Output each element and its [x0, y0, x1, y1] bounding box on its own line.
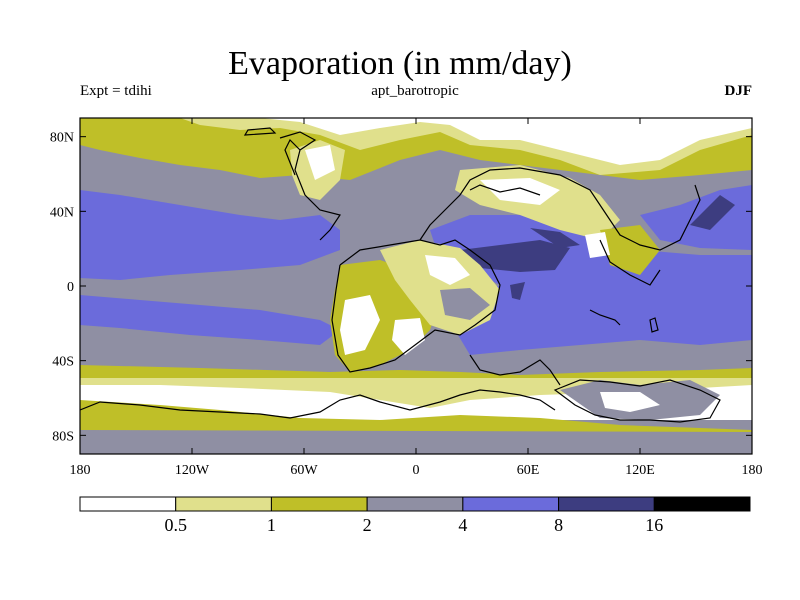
contour-band-0-0.5: [600, 392, 660, 412]
colorbar-label: 16: [645, 515, 663, 535]
contour-band-0-0.5: [585, 232, 610, 258]
contour-band-4-8: [80, 295, 340, 345]
contour-band-8-16: [690, 195, 735, 230]
colorbar: 0.5 1 2 4 8 16: [79, 496, 751, 535]
lon-tick-label: 180: [70, 463, 91, 478]
lat-tick-label: 0: [67, 280, 74, 295]
colorbar-label: 0.5: [164, 515, 187, 535]
contour-band-8-16: [460, 240, 570, 272]
colorbar-swatch: [79, 496, 177, 512]
latitude-axis: 80N 40N 0 40S 80S: [50, 131, 752, 444]
center-string: apt_barotropic: [371, 83, 459, 99]
colorbar-label: 8: [554, 515, 563, 535]
contour-band-8-16: [530, 228, 580, 248]
contour-fill: [80, 118, 752, 454]
lon-tick-label: 0: [413, 463, 420, 478]
colorbar-swatch: [366, 496, 464, 512]
lat-tick-label: 80N: [50, 131, 74, 146]
contour-band-0-0.5: [392, 318, 425, 355]
contour-band-0-0.5: [305, 145, 335, 180]
colorbar-label: 2: [363, 515, 372, 535]
colorbar-label: 1: [267, 515, 276, 535]
lon-tick-label: 60E: [517, 463, 540, 478]
contour-band-2-4: [440, 288, 490, 320]
contour-band-0-0.5: [260, 118, 752, 165]
contour-band-0-0.5: [480, 178, 560, 205]
colorbar-swatch: [270, 496, 368, 512]
contour-band-4-8: [80, 190, 340, 280]
contour-band-1-2: [600, 225, 660, 275]
lat-tick-label: 80S: [52, 429, 74, 444]
colorbar-swatch: [462, 496, 560, 512]
lon-tick-label: 120W: [175, 463, 210, 478]
lat-tick-label: 40N: [50, 205, 74, 220]
lon-tick-label: 180: [742, 463, 763, 478]
left-string: Expt = tdihi: [80, 83, 152, 99]
colorbar-swatch: [653, 496, 751, 512]
right-string: DJF: [724, 83, 753, 99]
colorbar-label: 4: [458, 515, 467, 535]
contour-band-0-0.5: [340, 295, 380, 355]
lon-tick-label: 60W: [290, 463, 318, 478]
contour-band-0-0.5: [425, 255, 470, 285]
contour-band-2-4: [80, 430, 752, 454]
contour-band-8-16: [510, 282, 525, 300]
lat-tick-label: 40S: [52, 355, 74, 370]
colorbar-swatch: [175, 496, 272, 512]
colorbar-swatch: [558, 496, 655, 512]
lon-tick-label: 120E: [625, 463, 655, 478]
plot-title: Evaporation (in mm/day): [228, 45, 572, 82]
longitude-axis: 180 120W 60W 0 60E 120E 180: [70, 118, 763, 478]
coastlines: [80, 127, 721, 423]
